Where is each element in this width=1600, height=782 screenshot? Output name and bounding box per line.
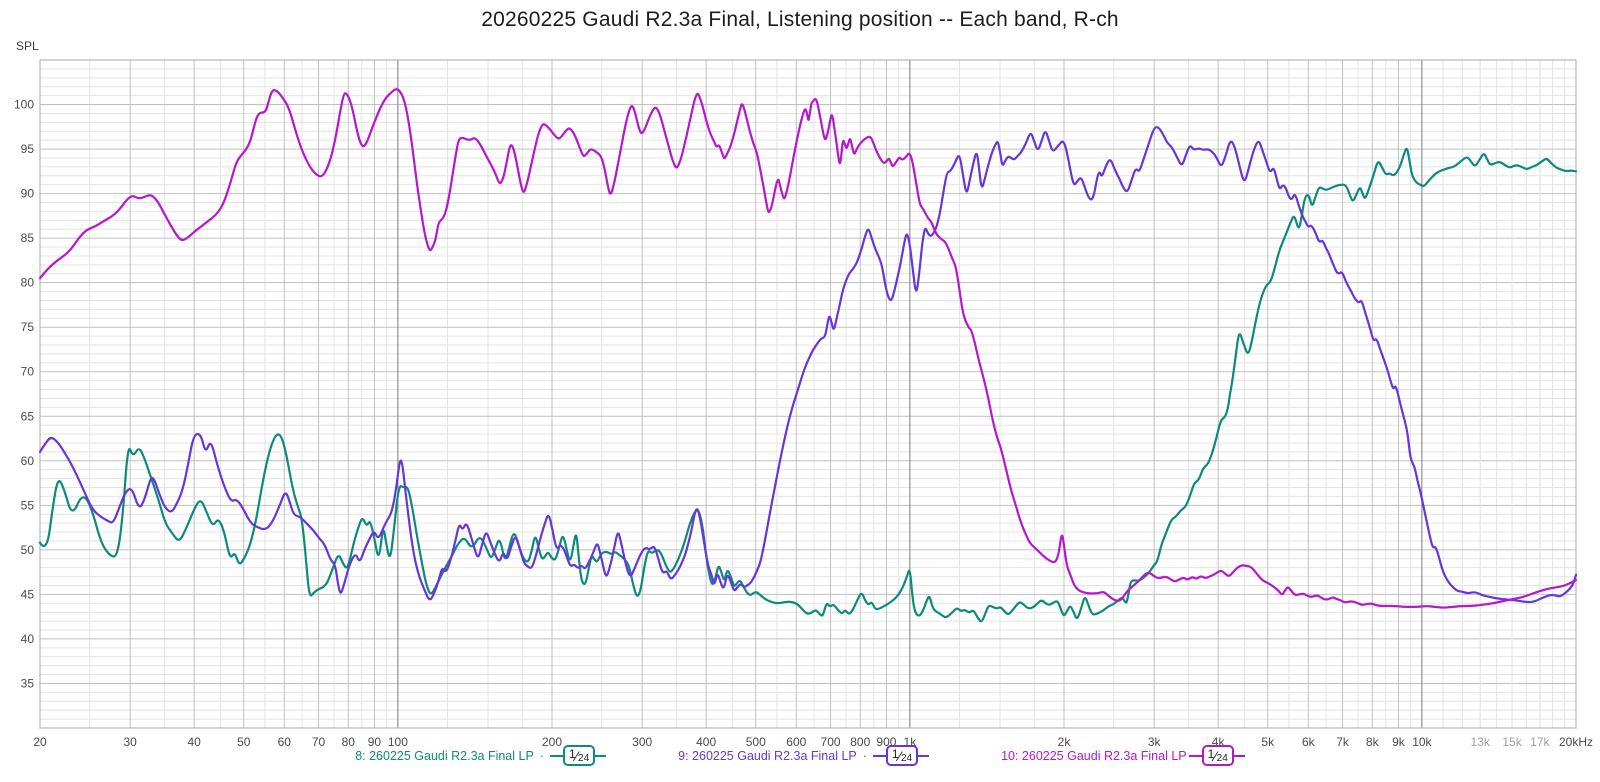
trace-purple bbox=[38, 126, 1578, 604]
legend-trace-label: 9: 260225 Gaudi R2.3a Final LP bbox=[678, 748, 857, 763]
fraction-slash: ⁄ bbox=[1214, 747, 1217, 764]
legend-trace-label: 8: 260225 Gaudi R2.3a Final LP bbox=[355, 748, 534, 763]
x-tick-label: 50 bbox=[237, 735, 251, 749]
y-tick-label: 75 bbox=[21, 320, 35, 334]
legend-separator-dot: · bbox=[539, 748, 544, 763]
x-tick-label: 13k bbox=[1471, 735, 1491, 749]
fraction-slash: ⁄ bbox=[898, 747, 901, 764]
x-tick-label: 40 bbox=[187, 735, 201, 749]
legend: 8: 260225 Gaudi R2.3a Final LP · 1 ⁄ 24 9: 26… bbox=[0, 745, 1600, 766]
x-tick-label: 400 bbox=[696, 735, 716, 749]
legend-dash-left bbox=[549, 754, 563, 757]
y-tick-label: 45 bbox=[21, 587, 35, 601]
x-tick-label: 200 bbox=[542, 735, 562, 749]
fraction-slash: ⁄ bbox=[575, 747, 579, 764]
x-tick-label: 20 bbox=[33, 735, 47, 749]
legend-trace-label: 10: 260225 Gaudi R2.3a Final LP bbox=[1001, 748, 1187, 763]
y-tick-label: 95 bbox=[21, 142, 35, 156]
chart-title: 20260225 Gaudi R2.3a Final, Listening po… bbox=[481, 8, 1119, 31]
y-tick-label: 80 bbox=[21, 276, 35, 290]
x-tick-label: 8k bbox=[1366, 735, 1380, 749]
x-tick-label: 6k bbox=[1302, 735, 1316, 749]
x-tick-label: 7k bbox=[1336, 735, 1350, 749]
y-tick-label: 40 bbox=[21, 632, 35, 646]
smoothing-denominator: 24 bbox=[1216, 752, 1228, 764]
y-tick-label: 60 bbox=[21, 454, 35, 468]
smoothing-numerator: 1 bbox=[891, 746, 899, 761]
smoothing-numerator: 1 bbox=[1207, 746, 1215, 761]
y-tick-label: 65 bbox=[21, 409, 35, 423]
smoothing-fraction-box[interactable]: 1 ⁄ 24 bbox=[885, 745, 919, 766]
spl-axis-label: SPL bbox=[16, 39, 39, 53]
x-tick-label: 17k bbox=[1530, 735, 1550, 749]
x-tick-label: 20kHz bbox=[1559, 735, 1593, 749]
x-tick-label: 100 bbox=[388, 735, 408, 749]
x-tick-label: 90 bbox=[368, 735, 382, 749]
x-tick-label: 500 bbox=[746, 735, 766, 749]
y-tick-label: 35 bbox=[21, 676, 35, 690]
legend-dash-right bbox=[918, 754, 930, 757]
legend-dash-right bbox=[595, 754, 607, 757]
legend-item-8[interactable]: 8: 260225 Gaudi R2.3a Final LP · 1 ⁄ 24 bbox=[355, 745, 607, 766]
y-tick-label: 70 bbox=[21, 365, 35, 379]
y-tick-label: 50 bbox=[21, 543, 35, 557]
plot-border bbox=[39, 59, 1577, 729]
legend-dash-left bbox=[1188, 754, 1202, 757]
x-tick-label: 9k bbox=[1392, 735, 1406, 749]
legend-dash-left bbox=[872, 754, 886, 757]
x-tick-label: 600 bbox=[786, 735, 806, 749]
smoothing-fraction-box[interactable]: 1 ⁄ 24 bbox=[562, 745, 596, 766]
smoothing-denominator: 24 bbox=[900, 752, 913, 764]
x-tick-label: 2k bbox=[1058, 735, 1072, 749]
x-tick-label: 80 bbox=[342, 735, 356, 749]
x-tick-label: 15k bbox=[1502, 735, 1522, 749]
legend-separator-dot: · bbox=[862, 748, 867, 763]
x-tick-label: 10k bbox=[1412, 735, 1432, 749]
x-tick-label: 800 bbox=[850, 735, 870, 749]
x-tick-label: 3k bbox=[1148, 735, 1162, 749]
y-tick-label: 85 bbox=[21, 231, 35, 245]
legend-item-10[interactable]: 10: 260225 Gaudi R2.3a Final LP 1 ⁄ 24 bbox=[1001, 745, 1245, 766]
smoothing-denominator: 24 bbox=[578, 752, 590, 764]
x-tick-label: 70 bbox=[312, 735, 326, 749]
x-tick-label: 5k bbox=[1261, 735, 1275, 749]
y-tick-label: 55 bbox=[21, 498, 35, 512]
smoothing-fraction-box[interactable]: 1 ⁄ 24 bbox=[1201, 745, 1234, 766]
trace-teal bbox=[38, 147, 1578, 623]
trace-magenta bbox=[38, 88, 1578, 609]
x-tick-label: 30 bbox=[123, 735, 137, 749]
x-tick-label: 300 bbox=[632, 735, 652, 749]
legend-dash-right bbox=[1233, 754, 1245, 757]
x-tick-label: 60 bbox=[278, 735, 292, 749]
y-tick-label: 90 bbox=[21, 187, 35, 201]
x-tick-label: 700 bbox=[821, 735, 841, 749]
legend-item-9[interactable]: 9: 260225 Gaudi R2.3a Final LP · 1 ⁄ 24 bbox=[678, 745, 930, 766]
smoothing-numerator: 1 bbox=[568, 746, 576, 761]
y-tick-label: 100 bbox=[14, 98, 34, 112]
